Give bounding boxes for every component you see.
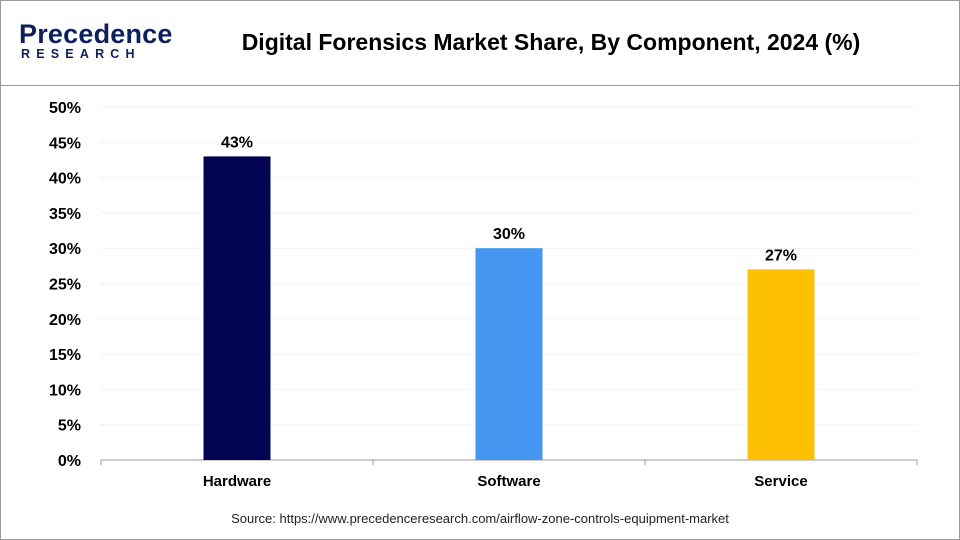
y-tick-label: 20% — [49, 312, 81, 329]
y-tick-label: 40% — [49, 171, 81, 188]
y-tick-label: 25% — [49, 277, 81, 294]
brand-logo: Precedence RESEARCH — [19, 19, 172, 63]
y-tick-label: 45% — [49, 135, 81, 152]
x-tick-label-hardware: Hardware — [203, 473, 271, 490]
data-label-service: 27% — [765, 247, 797, 264]
logo-brand-sub: RESEARCH — [21, 47, 141, 61]
x-tick-label-service: Service — [754, 473, 807, 490]
header: Precedence RESEARCH Digital Forensics Ma… — [1, 1, 959, 86]
y-tick-label: 5% — [58, 418, 81, 435]
chart-title: Digital Forensics Market Share, By Compo… — [241, 29, 861, 55]
y-tick-label: 10% — [49, 382, 81, 399]
bar-service — [747, 269, 815, 460]
y-tick-label: 0% — [58, 453, 81, 470]
source-note: Source: https://www.precedenceresearch.c… — [231, 511, 729, 526]
y-tick-label: 15% — [49, 347, 81, 364]
y-tick-label: 50% — [49, 100, 81, 117]
data-label-software: 30% — [493, 226, 525, 243]
bar-chart: 0% 5% 10% 15% 20% 25% 30% 35% 40% 45% 50% 43% Hardwa… — [49, 100, 918, 490]
bar-hardware — [203, 156, 271, 461]
logo-brand-main: Precedence — [19, 19, 173, 49]
data-label-hardware: 43% — [221, 134, 253, 151]
y-tick-label: 35% — [49, 206, 81, 223]
y-tick-label: 30% — [49, 241, 81, 258]
bar-software — [475, 248, 543, 460]
x-tick-label-software: Software — [477, 473, 540, 490]
